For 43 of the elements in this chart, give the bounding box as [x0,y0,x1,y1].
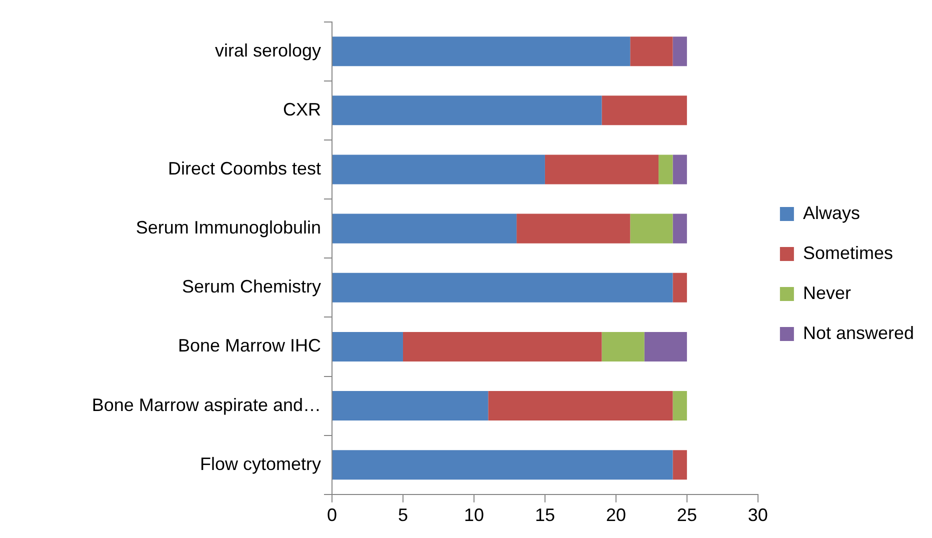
y-tick-label: Direct Coombs test [168,158,321,178]
x-tick-label: 10 [464,505,484,526]
bar [672,450,687,480]
bar [402,332,602,362]
bar [630,214,673,244]
bar [672,272,687,302]
bar [332,450,673,480]
bar [672,214,687,244]
x-tick-label: 15 [534,505,555,526]
bar [544,154,659,184]
legend-label: Not answered [802,322,914,343]
x-tick-label: 30 [748,505,768,526]
bar [658,154,673,184]
y-tick-label: Bone Marrow aspirate and… [92,394,321,415]
bar [630,36,673,66]
x-tick-label: 25 [676,505,697,526]
bar [332,154,545,184]
x-tick-label: 0 [326,505,338,526]
y-tick-label: CXR [282,99,321,120]
y-tick-label: Flow cytometry [200,454,321,474]
y-tick-label: Serum Immunoglobulin [136,218,321,238]
x-tick-label: 20 [606,505,626,526]
y-tick-label: Serum Chemistry [182,276,321,297]
bar [672,391,687,421]
bar [332,272,673,302]
legend-label: Always [802,202,860,223]
bar [488,391,673,421]
bar [672,154,687,184]
bar [332,214,517,244]
legend-label: Sometimes [802,242,893,263]
bar [602,332,644,362]
x-tick-label: 5 [398,505,408,526]
bar [332,96,602,126]
bar [516,214,630,244]
bar [644,332,687,362]
bar [332,332,403,362]
bar [332,391,488,421]
legend-label: Never [802,282,851,303]
bar [602,96,687,126]
bar [672,36,687,66]
y-tick-label: viral serology [214,40,321,60]
bar [332,36,630,66]
y-tick-label: Bone Marrow IHC [178,336,321,356]
